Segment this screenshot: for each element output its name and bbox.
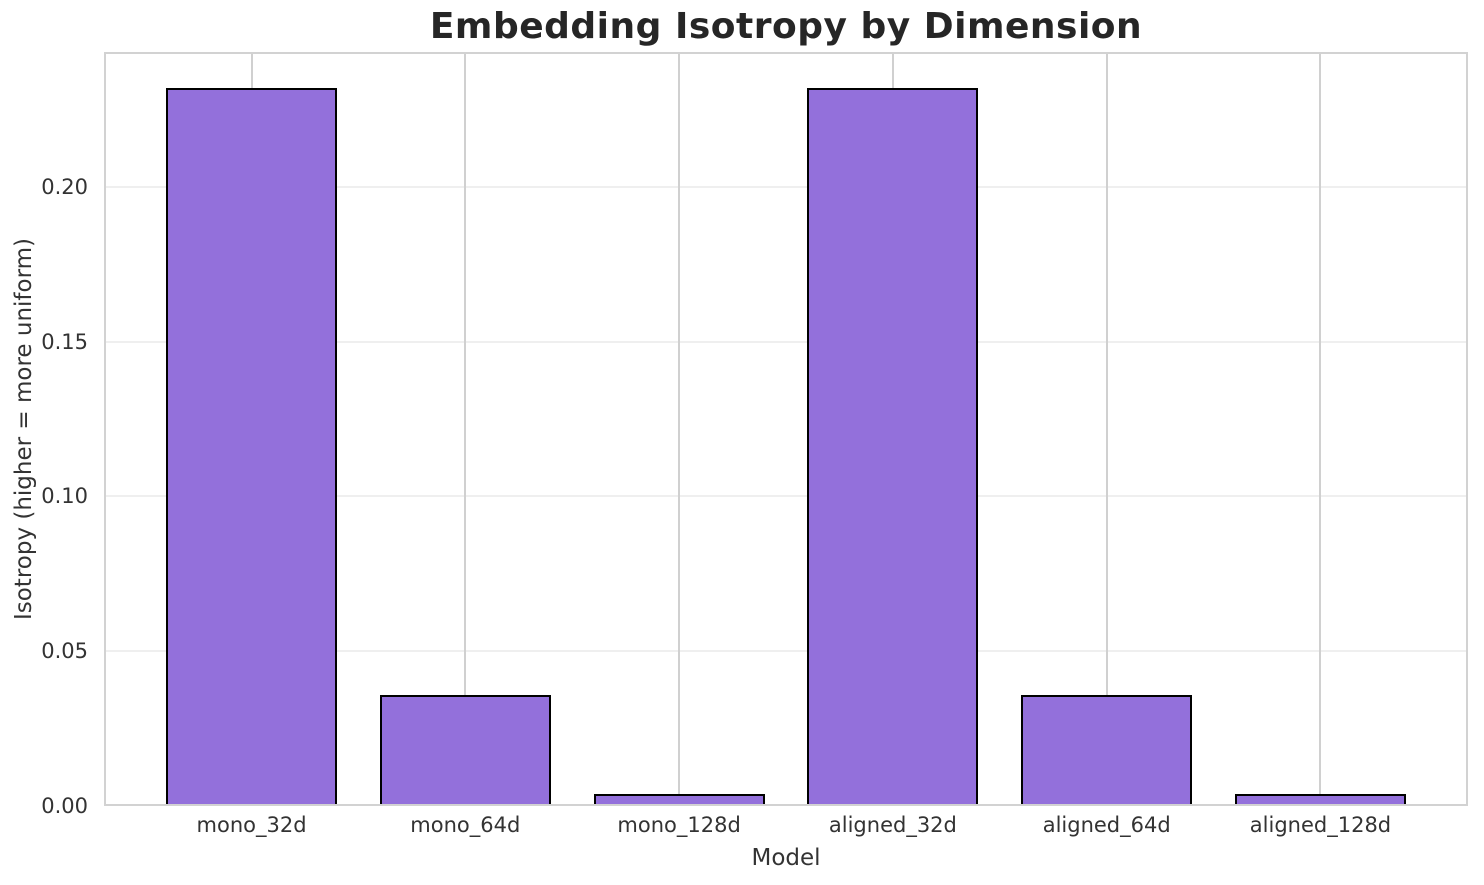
h-gridline bbox=[104, 340, 1468, 343]
x-tick-label: aligned_64d bbox=[1042, 813, 1171, 837]
h-gridline bbox=[104, 650, 1468, 653]
h-gridline bbox=[104, 495, 1468, 498]
x-tick-label: mono_128d bbox=[617, 813, 741, 837]
y-tick-label: 0.10 bbox=[41, 484, 88, 509]
x-tick-label: aligned_128d bbox=[1249, 813, 1392, 837]
chart-title: Embedding Isotropy by Dimension bbox=[429, 6, 1143, 47]
v-gridline bbox=[464, 52, 467, 806]
bar-aligned_32d bbox=[807, 87, 979, 806]
bar-mono_128d bbox=[593, 793, 765, 806]
y-tick-label: 0.05 bbox=[41, 639, 88, 664]
v-gridline bbox=[1319, 52, 1322, 806]
h-gridline bbox=[104, 185, 1468, 188]
v-gridline bbox=[678, 52, 681, 806]
x-tick-label: aligned_32d bbox=[828, 813, 957, 837]
x-axis-label: Model bbox=[751, 845, 821, 871]
x-tick-label: mono_32d bbox=[196, 813, 307, 837]
v-gridline bbox=[1105, 52, 1108, 806]
bar-mono_64d bbox=[379, 694, 551, 806]
plot-area bbox=[104, 52, 1468, 806]
y-axis-label: Isotropy (higher = more uniform) bbox=[11, 237, 37, 621]
bar-aligned_64d bbox=[1021, 694, 1193, 806]
y-tick-label: 0.15 bbox=[41, 329, 88, 354]
y-tick-label: 0.00 bbox=[41, 794, 88, 818]
y-axis-label-wrap: Isotropy (higher = more uniform) bbox=[0, 52, 48, 806]
bar-aligned_128d bbox=[1234, 793, 1406, 806]
x-tick-label: mono_64d bbox=[410, 813, 521, 837]
y-tick-label: 0.20 bbox=[41, 174, 88, 199]
bar-mono_32d bbox=[166, 87, 338, 806]
